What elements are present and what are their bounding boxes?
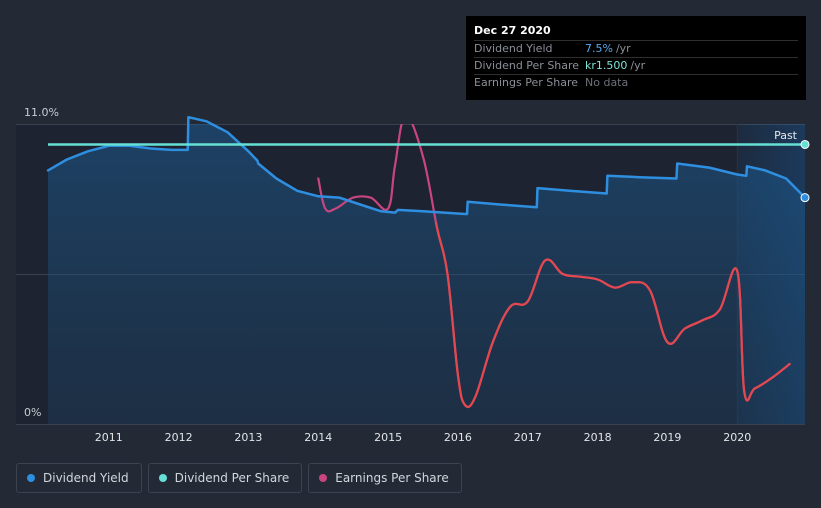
x-tick-label: 2012: [165, 431, 193, 444]
tooltip-panel: Dec 27 2020 Dividend Yield 7.5%/yr Divid…: [466, 16, 806, 100]
y-axis-labels: 11.0% 0%: [24, 106, 59, 419]
series-lines: [46, 115, 807, 409]
legend-label: Dividend Yield: [43, 471, 129, 485]
tooltip-unit: /yr: [615, 42, 631, 55]
x-tick-label: 2016: [444, 431, 472, 444]
legend-item-earnings-per-share[interactable]: Earnings Per Share: [308, 463, 462, 493]
earnings-per-share-dot-icon: [319, 474, 328, 482]
x-tick-label: 2013: [234, 431, 262, 444]
legend-label: Dividend Per Share: [174, 471, 290, 485]
tooltip-value: kr1.500: [585, 59, 628, 72]
tooltip-label: Earnings Per Share: [474, 76, 579, 89]
dividend-yield-area: [48, 124, 805, 424]
legend-item-dividend-yield[interactable]: Dividend Yield: [16, 463, 142, 493]
legend-label: Earnings Per Share: [335, 471, 449, 485]
tooltip-date: Dec 27 2020: [474, 24, 551, 37]
tooltip-value: 7.5%: [585, 42, 613, 55]
dividend-yield-line: [46, 115, 807, 216]
y-axis-max-label: 11.0%: [24, 106, 59, 119]
x-tick-label: 2011: [95, 431, 123, 444]
tooltip-value: No data: [585, 76, 629, 89]
x-axis-tick-labels: 2011 2012 2013 2014 2015 2016 2017 2018 2019 2020: [95, 431, 751, 444]
x-tick-label: 2019: [653, 431, 681, 444]
x-tick-label: 2015: [374, 431, 402, 444]
tooltip-unit: /yr: [630, 59, 646, 72]
tooltip-label: Dividend Yield: [474, 42, 553, 55]
dividend-per-share-dot-icon: [158, 474, 167, 482]
legend: Dividend Yield Dividend Per Share Earnin…: [16, 463, 462, 493]
dividend-yield-fill: [48, 124, 805, 424]
dividend-yield-dot-icon: [27, 474, 35, 482]
tooltip-row-dividend-yield: Dividend Yield 7.5%/yr: [474, 40, 798, 57]
dividend-yield-end-point: [800, 193, 810, 203]
tooltip-row-dividend-per-share: Dividend Per Share kr1.500/yr: [474, 57, 798, 74]
dividend-per-share-end-point: [800, 139, 810, 149]
x-tick-label: 2020: [723, 431, 751, 444]
tooltip-row-earnings-per-share: Earnings Per Share No data: [474, 74, 798, 91]
legend-item-dividend-per-share[interactable]: Dividend Per Share: [147, 463, 303, 493]
tooltip-label: Dividend Per Share: [474, 59, 580, 72]
earnings-per-share-line-low: [434, 222, 791, 409]
x-tick-label: 2017: [514, 431, 542, 444]
past-label: Past: [774, 129, 798, 142]
end-markers: [800, 139, 810, 203]
y-axis-min-label: 0%: [24, 406, 41, 419]
x-tick-label: 2018: [584, 431, 612, 444]
x-tick-label: 2014: [304, 431, 332, 444]
